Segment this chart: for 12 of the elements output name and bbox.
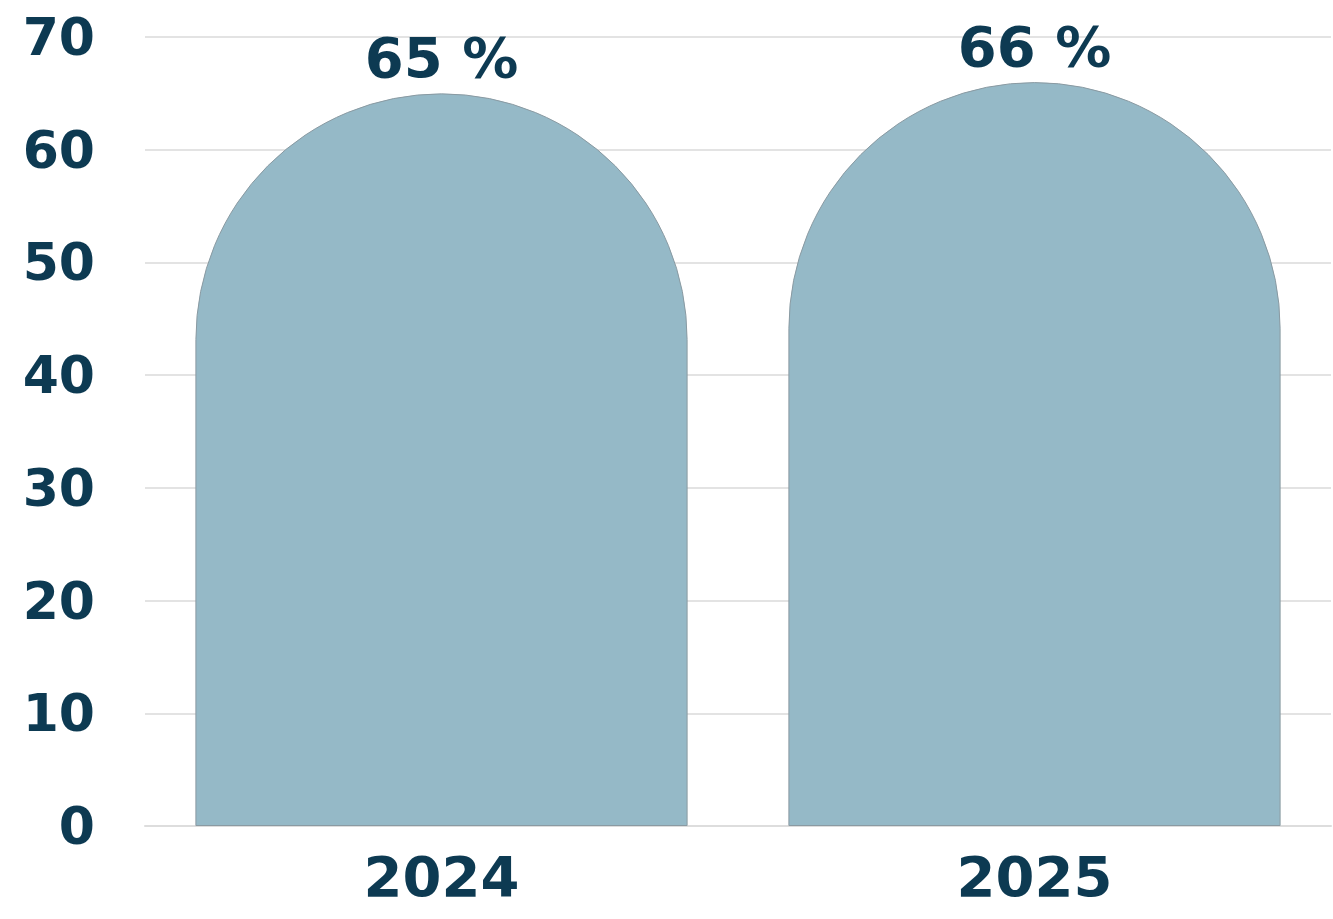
y-tick-label: 50 (22, 232, 95, 293)
data-label: 65 % (364, 24, 519, 90)
y-tick-label: 10 (22, 683, 95, 744)
y-tick-label: 0 (58, 796, 95, 856)
x-tick-label: 2024 (363, 843, 520, 909)
y-tick-label: 40 (22, 345, 95, 406)
y-tick-label: 20 (22, 570, 95, 631)
y-tick-label: 30 (22, 457, 95, 518)
y-tick-label: 70 (22, 7, 95, 67)
x-tick-label: 2025 (956, 843, 1113, 909)
data-label: 66 % (957, 13, 1112, 79)
y-tick-label: 60 (22, 119, 95, 180)
